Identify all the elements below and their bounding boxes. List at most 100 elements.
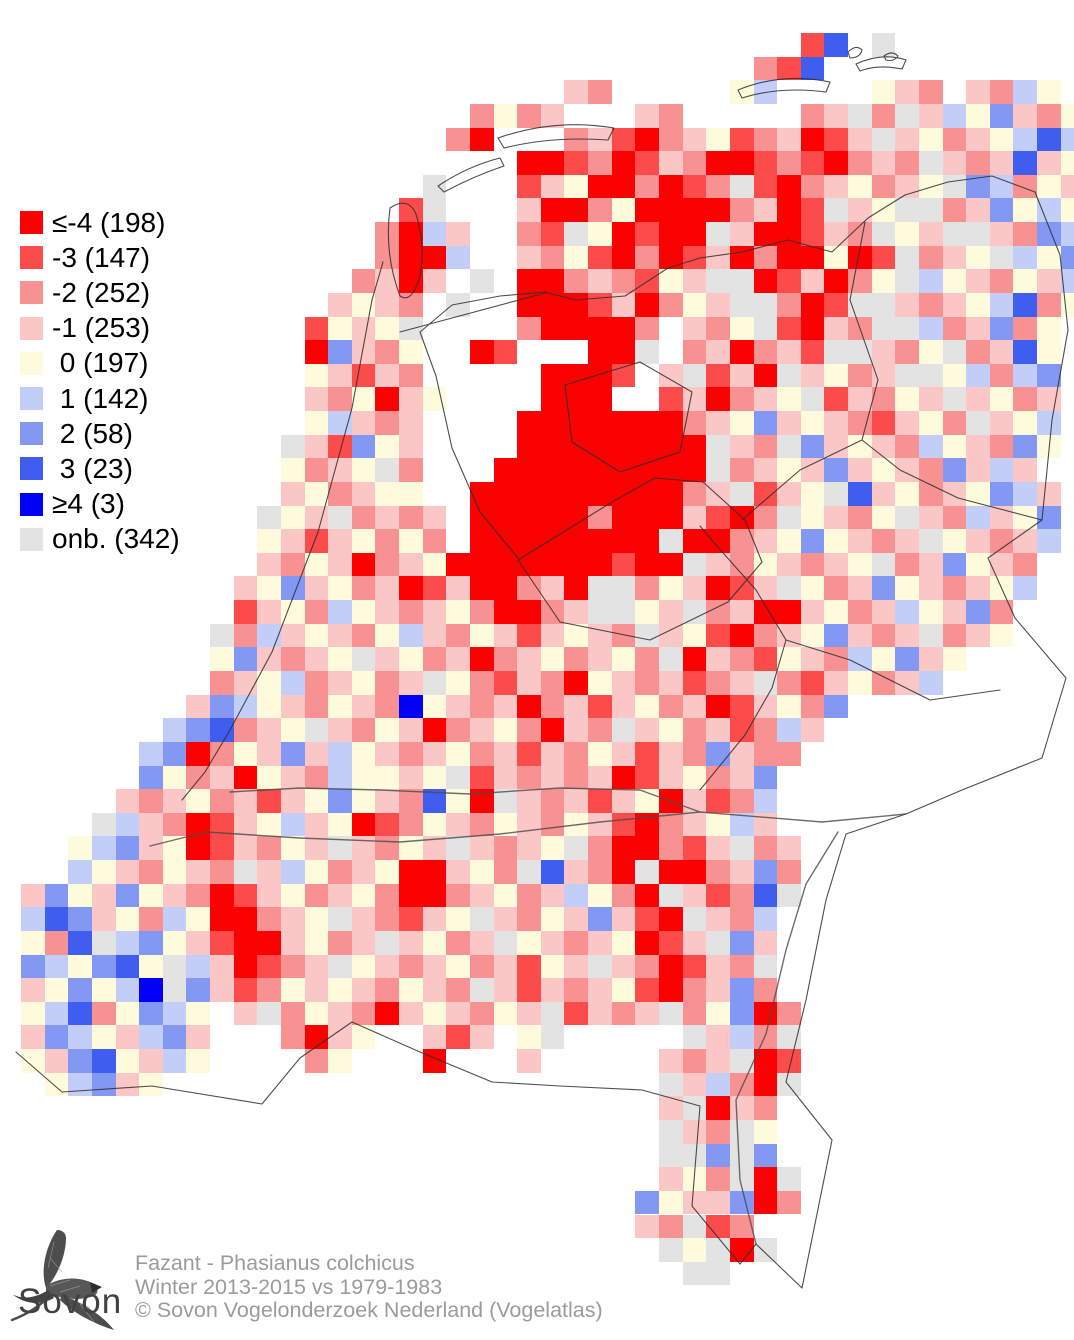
grid-cell <box>800 694 825 719</box>
grid-cell <box>682 978 707 1002</box>
grid-cell <box>257 552 281 577</box>
grid-cell <box>280 647 305 671</box>
grid-cell <box>375 623 400 648</box>
grid-cell <box>328 741 352 766</box>
grid-cell <box>493 623 518 648</box>
grid-cell <box>706 671 730 695</box>
grid-cell <box>753 741 778 766</box>
grid-cell <box>351 552 376 577</box>
grid-cell <box>1013 576 1038 601</box>
grid-cell <box>304 387 329 412</box>
grid-cell <box>682 552 707 577</box>
grid-cell <box>777 363 801 388</box>
grid-cell <box>399 623 423 648</box>
grid-cell <box>729 481 754 506</box>
grid-cell <box>210 694 234 719</box>
grid-cell <box>635 1190 659 1215</box>
grid-cell <box>635 954 659 979</box>
grid-cell <box>115 883 140 908</box>
grid-cell <box>659 151 683 175</box>
grid-cell <box>422 269 447 293</box>
grid-cell <box>635 340 659 364</box>
grid-cell <box>68 883 92 908</box>
grid-cell <box>966 529 990 553</box>
grid-cell <box>493 883 518 908</box>
grid-cell <box>375 789 400 813</box>
grid-cell <box>942 151 967 175</box>
grid-cell <box>706 458 730 482</box>
caption-species: Fazant - Phasianus colchicus <box>135 1251 415 1275</box>
grid-cell <box>635 836 659 861</box>
grid-cell <box>659 458 683 482</box>
grid-cell <box>280 930 305 955</box>
grid-cell <box>635 978 659 1002</box>
grid-cell <box>635 529 659 553</box>
grid-cell <box>989 127 1014 152</box>
legend-label: onb. (342) <box>52 523 180 555</box>
grid-cell <box>635 127 659 152</box>
grid-cell <box>399 860 423 884</box>
legend-label: 2 (58) <box>52 417 133 449</box>
grid-cell <box>469 883 494 908</box>
grid-cell <box>918 600 943 624</box>
grid-cell <box>139 978 163 1002</box>
grid-cell <box>493 340 518 364</box>
grid-cell <box>280 978 305 1002</box>
legend-item: ≥4 (3) <box>20 487 180 522</box>
grid-cell <box>422 1001 447 1026</box>
grid-cell <box>942 647 967 671</box>
grid-cell <box>871 292 896 317</box>
grid-cell <box>942 316 967 341</box>
grid-cell <box>21 907 45 931</box>
grid-cell <box>564 411 589 435</box>
grid-cell <box>942 411 967 435</box>
grid-cell <box>328 954 352 979</box>
legend-item: 3 (23) <box>20 451 180 486</box>
grid-cell <box>871 600 896 624</box>
grid-cell <box>895 434 919 459</box>
grid-cell <box>21 883 45 908</box>
grid-cell <box>777 411 801 435</box>
grid-cell <box>682 1049 707 1073</box>
grid-cell <box>351 883 376 908</box>
grid-cell <box>257 647 281 671</box>
grid-cell <box>918 411 943 435</box>
grid-cell <box>399 765 423 790</box>
grid-cell <box>871 174 896 199</box>
grid-cell <box>848 363 872 388</box>
grid-cell <box>328 836 352 861</box>
grid-cell <box>422 387 447 412</box>
grid-cell <box>682 1190 707 1215</box>
grid-cell <box>446 127 470 152</box>
caption-copyright: © Sovon Vogelonderzoek Nederland (Vogela… <box>135 1298 603 1322</box>
grid-cell <box>611 434 636 459</box>
grid-cell <box>753 1119 778 1144</box>
grid-cell <box>871 363 896 388</box>
grid-cell <box>800 174 825 199</box>
grid-cell <box>706 1001 730 1026</box>
grid-cell <box>659 671 683 695</box>
grid-cell <box>257 930 281 955</box>
grid-cell <box>966 434 990 459</box>
grid-cell <box>848 340 872 364</box>
grid-cell <box>659 930 683 955</box>
grid-cell <box>493 103 518 128</box>
grid-cell <box>1013 363 1038 388</box>
grid-cell <box>706 387 730 412</box>
grid-cell <box>729 198 754 223</box>
grid-cell <box>682 174 707 199</box>
grid-cell <box>564 647 589 671</box>
grid-cell <box>659 647 683 671</box>
grid-cell <box>422 836 447 861</box>
grid-cell <box>210 860 234 884</box>
grid-cell <box>162 812 187 837</box>
grid-cell <box>706 1143 730 1168</box>
grid-cell <box>1037 80 1061 104</box>
grid-cell <box>682 765 707 790</box>
grid-cell <box>115 1025 140 1050</box>
grid-cell <box>800 363 825 388</box>
grid-cell <box>517 930 541 955</box>
grid-cell <box>895 245 919 270</box>
grid-cell <box>91 907 116 931</box>
grid-cell <box>1060 269 1074 293</box>
